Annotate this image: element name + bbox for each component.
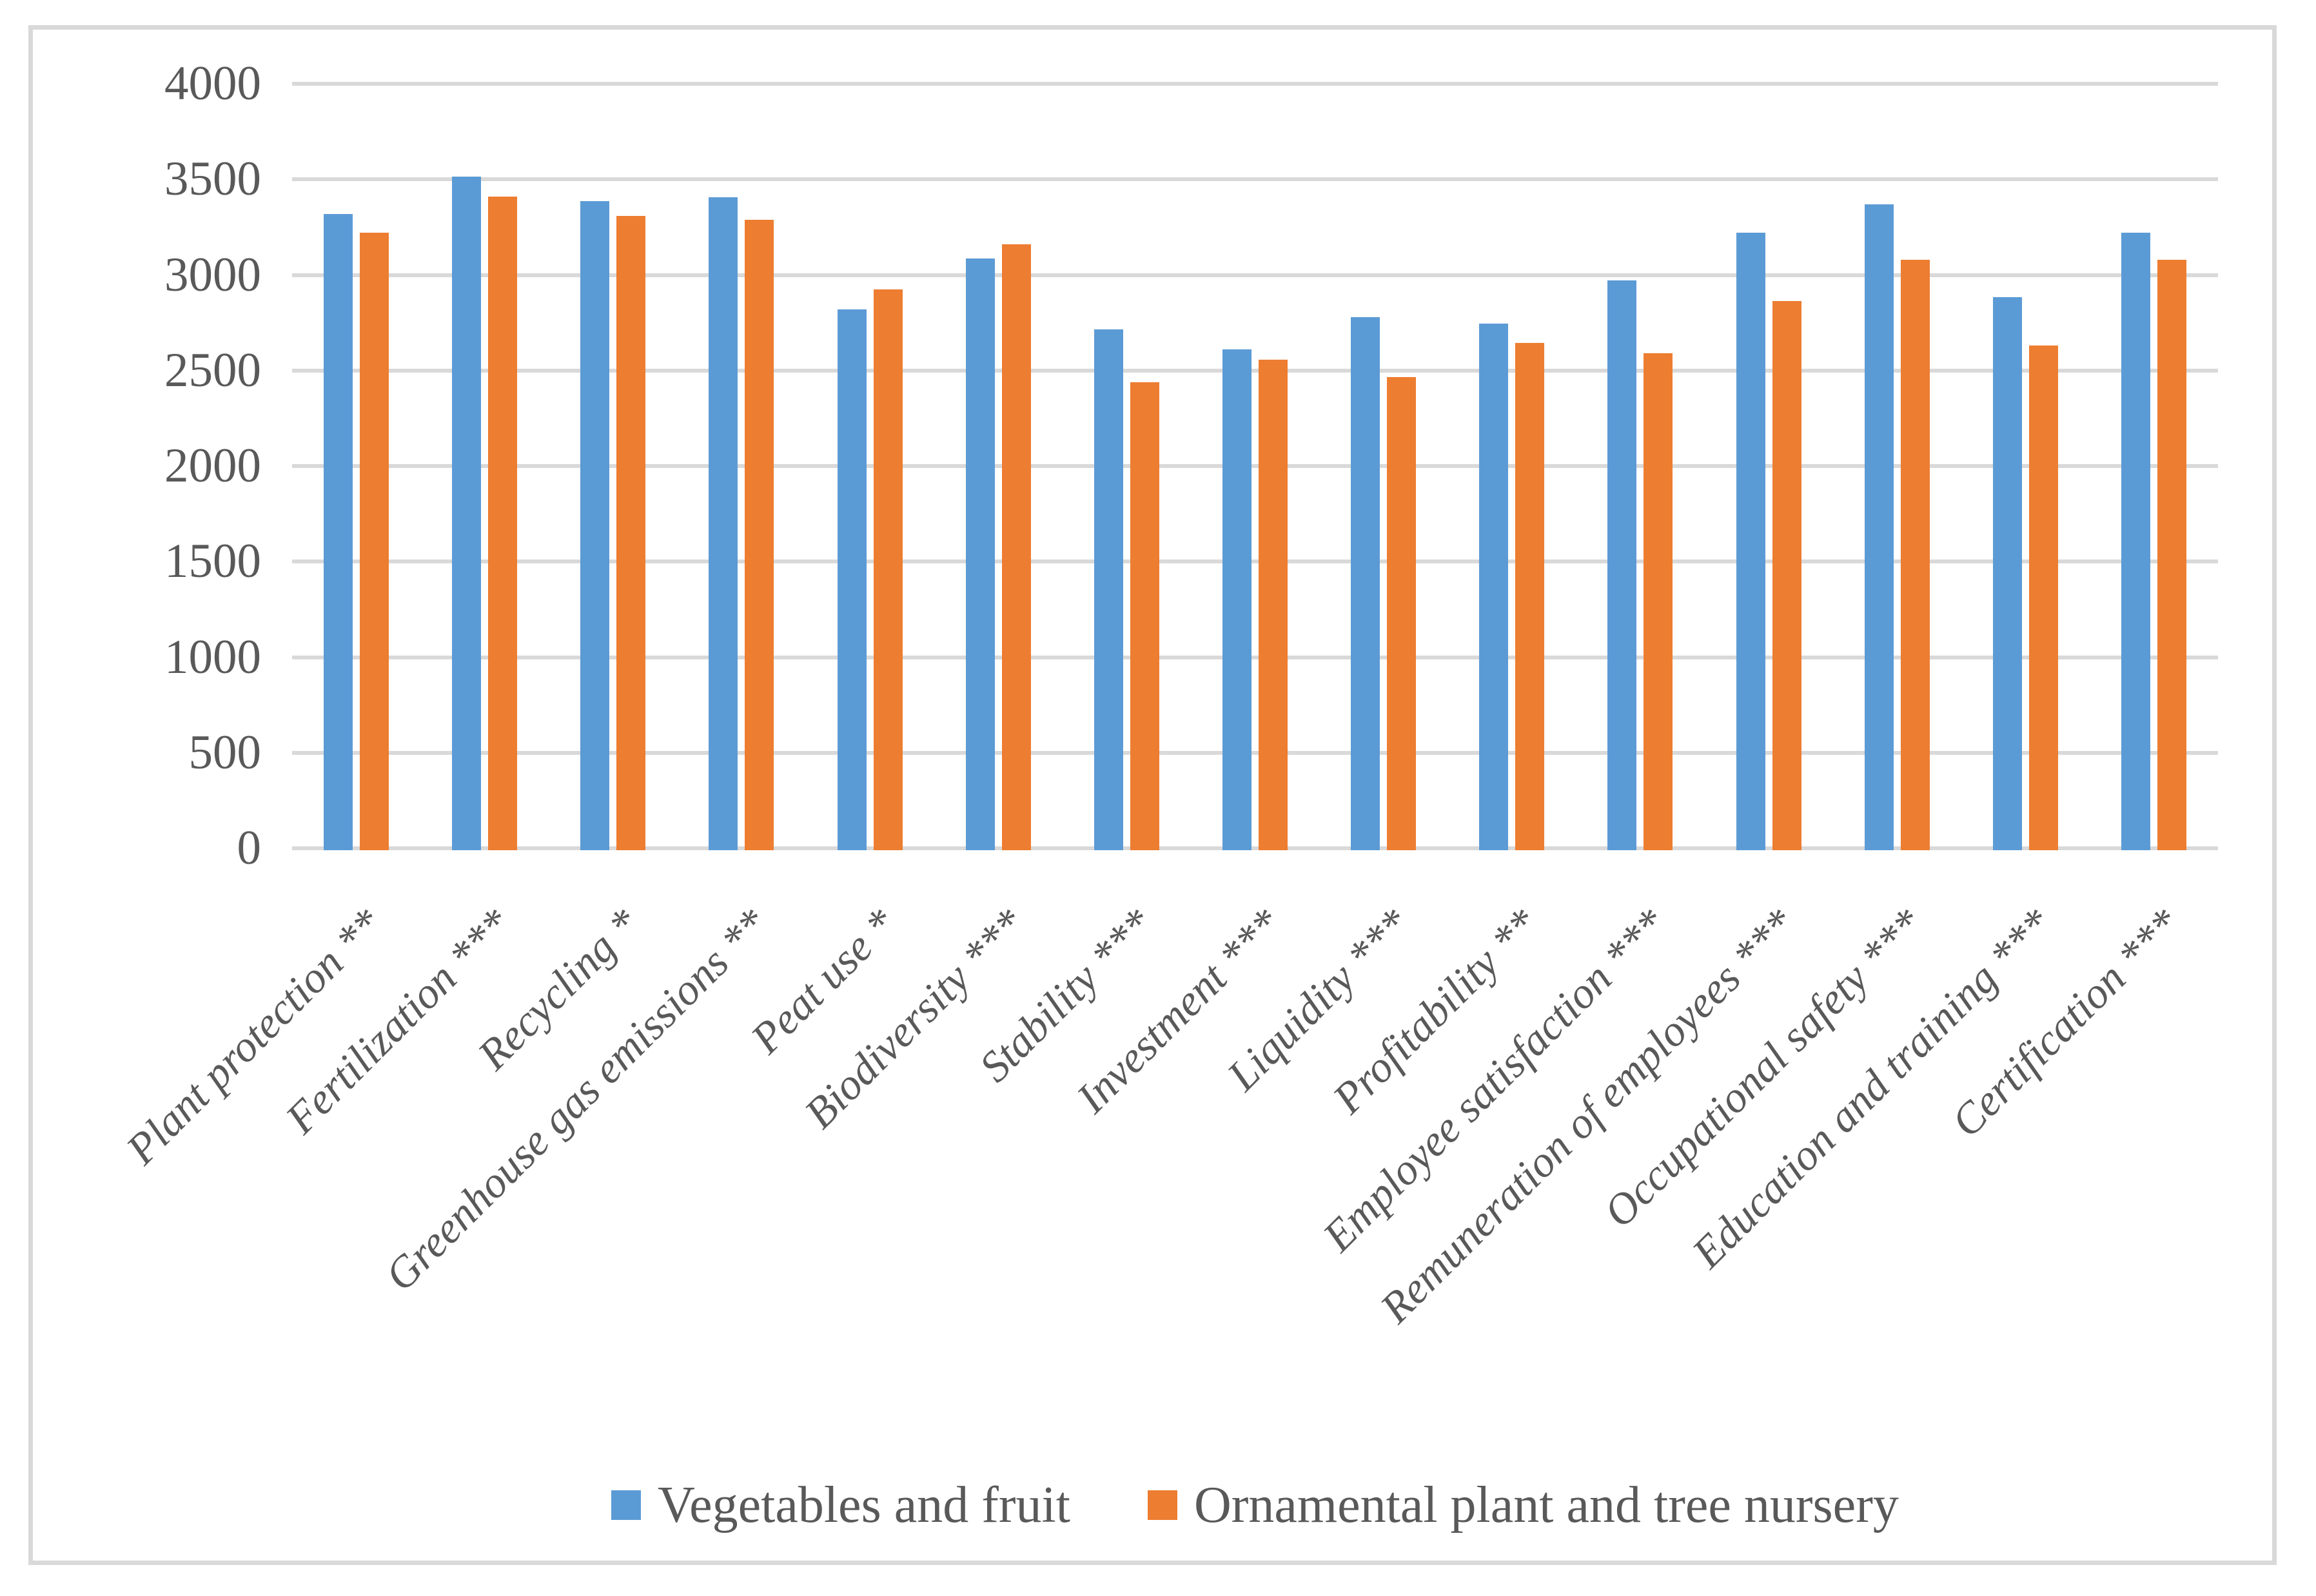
category-slot xyxy=(1191,84,1319,850)
bar-ornamental-plant-and-tree-nursery xyxy=(745,219,774,850)
gridline-2500 xyxy=(292,368,2218,373)
gridline-1500 xyxy=(292,560,2218,564)
legend-label-ornamental-plant: Ornamental plant and tree nursery xyxy=(1193,1476,1899,1533)
category-slot xyxy=(1063,84,1191,850)
bar-vegetables-and-fruit xyxy=(1736,233,1765,850)
bar-ornamental-plant-and-tree-nursery xyxy=(1387,377,1417,850)
plot-area xyxy=(292,82,2218,850)
bar-vegetables-and-fruit xyxy=(1607,280,1637,850)
bar-vegetables-and-fruit xyxy=(1992,297,2022,850)
bar-ornamental-plant-and-tree-nursery xyxy=(1258,360,1288,850)
bar-vegetables-and-fruit xyxy=(1864,204,1894,850)
legend: Vegetables and fruit Ornamental plant an… xyxy=(292,1463,2218,1547)
bar-vegetables-and-fruit xyxy=(324,213,353,850)
gridline-0 xyxy=(292,846,2218,850)
legend-swatch-ornamental-plant xyxy=(1147,1490,1177,1520)
bar-ornamental-plant-and-tree-nursery xyxy=(616,215,646,850)
bar-ornamental-plant-and-tree-nursery xyxy=(2157,259,2186,850)
category-slot xyxy=(1319,84,1448,850)
y-tick-label-1500: 1500 xyxy=(164,534,261,589)
category-slot xyxy=(677,84,805,850)
bar-vegetables-and-fruit xyxy=(452,176,482,850)
bar-ornamental-plant-and-tree-nursery xyxy=(488,196,518,850)
y-tick-label-3000: 3000 xyxy=(164,248,261,302)
bar-ornamental-plant-and-tree-nursery xyxy=(2028,345,2058,850)
bar-ornamental-plant-and-tree-nursery xyxy=(1001,244,1031,850)
bar-ornamental-plant-and-tree-nursery xyxy=(1515,342,1545,850)
legend-swatch-vegetables-and-fruit xyxy=(611,1490,642,1520)
bar-ornamental-plant-and-tree-nursery xyxy=(873,289,903,850)
category-slot xyxy=(1961,84,2090,850)
y-tick-label-500: 500 xyxy=(188,725,262,779)
gridline-2000 xyxy=(292,464,2218,468)
category-slot xyxy=(1833,84,1961,850)
legend-item-ornamental-plant: Ornamental plant and tree nursery xyxy=(1147,1476,1899,1535)
bar-ornamental-plant-and-tree-nursery xyxy=(1130,382,1159,850)
category-slot xyxy=(934,84,1063,850)
gridline-4000 xyxy=(292,82,2218,86)
bar-vegetables-and-fruit xyxy=(1351,316,1380,850)
category-slot xyxy=(1704,84,1832,850)
legend-item-vegetables-and-fruit: Vegetables and fruit xyxy=(611,1476,1070,1535)
y-tick-label-1000: 1000 xyxy=(164,630,261,684)
y-tick-label-2500: 2500 xyxy=(164,343,261,397)
category-slot xyxy=(549,84,677,850)
bar-vegetables-and-fruit xyxy=(1222,349,1251,850)
gridline-1000 xyxy=(292,655,2218,659)
category-slot xyxy=(2090,84,2218,850)
gridline-3500 xyxy=(292,177,2218,182)
bar-ornamental-plant-and-tree-nursery xyxy=(1644,353,1673,850)
y-tick-label-4000: 4000 xyxy=(164,57,261,110)
category-slot xyxy=(1448,84,1576,850)
bar-vegetables-and-fruit xyxy=(837,309,867,850)
category-slot xyxy=(806,84,934,850)
bar-vegetables-and-fruit xyxy=(709,197,738,850)
category-slot xyxy=(420,84,549,850)
legend-label-vegetables-and-fruit: Vegetables and fruit xyxy=(658,1476,1070,1533)
category-slot xyxy=(292,84,420,850)
bar-vegetables-and-fruit xyxy=(2121,233,2150,850)
y-tick-label-3500: 3500 xyxy=(164,152,261,206)
bar-vegetables-and-fruit xyxy=(965,258,995,850)
bar-ornamental-plant-and-tree-nursery xyxy=(1772,300,1801,850)
bar-vegetables-and-fruit xyxy=(1479,324,1509,850)
gridline-500 xyxy=(292,750,2218,755)
y-tick-label-2000: 2000 xyxy=(164,439,261,492)
bar-vegetables-and-fruit xyxy=(1094,329,1123,850)
y-tick-label-0: 0 xyxy=(237,821,262,875)
category-slot xyxy=(1576,84,1704,850)
bar-vegetables-and-fruit xyxy=(580,201,610,850)
gridline-3000 xyxy=(292,273,2218,277)
bar-ornamental-plant-and-tree-nursery xyxy=(1900,259,1930,850)
bar-ornamental-plant-and-tree-nursery xyxy=(360,233,389,850)
